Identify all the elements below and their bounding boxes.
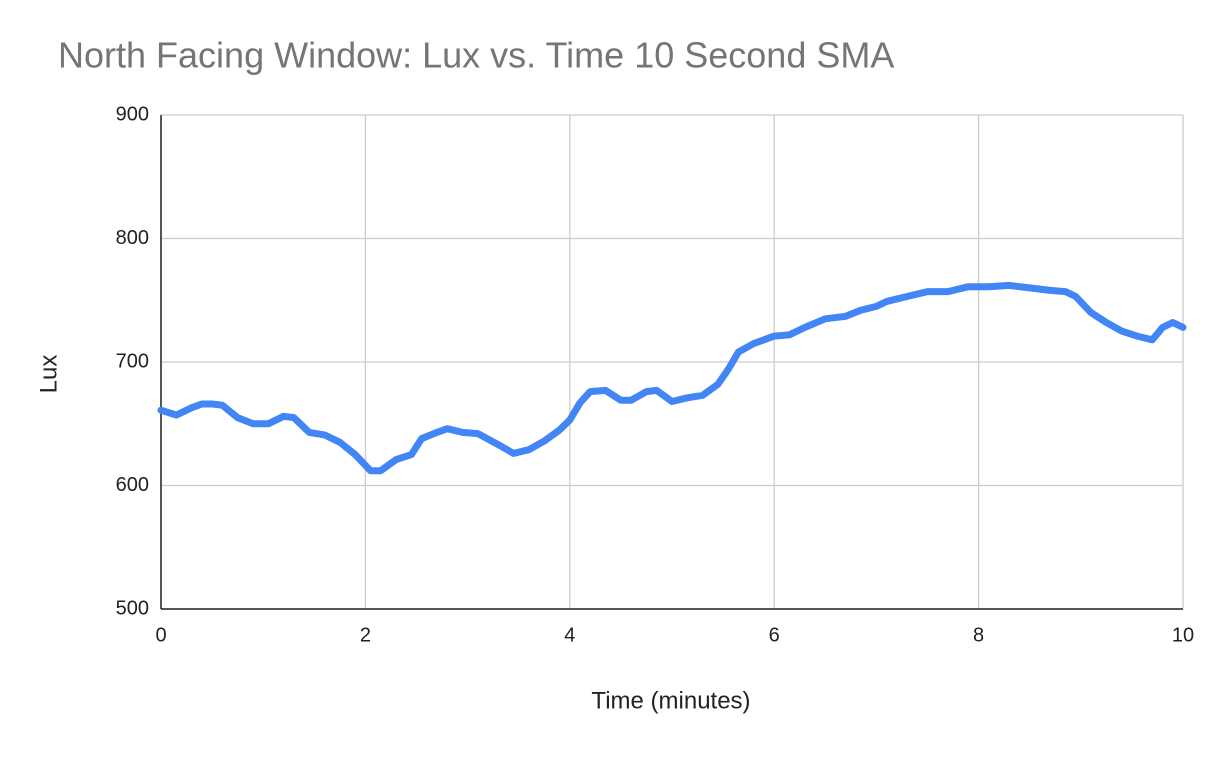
x-tick-label: 8 bbox=[973, 624, 984, 646]
x-tick-label: 0 bbox=[155, 624, 166, 646]
x-axis-label: Time (minutes) bbox=[591, 687, 750, 714]
chart-title: North Facing Window: Lux vs. Time 10 Sec… bbox=[58, 35, 894, 76]
x-tick-label: 2 bbox=[360, 624, 371, 646]
x-tick-label: 10 bbox=[1172, 624, 1194, 646]
y-axis-label: Lux bbox=[35, 355, 62, 394]
y-tick-label: 900 bbox=[116, 103, 149, 125]
y-tick-label: 800 bbox=[116, 227, 149, 249]
y-tick-label: 500 bbox=[116, 597, 149, 619]
x-tick-label: 6 bbox=[769, 624, 780, 646]
data-line bbox=[157, 281, 1187, 475]
y-tick-label: 700 bbox=[116, 350, 149, 372]
y-tick-label: 600 bbox=[116, 474, 149, 496]
x-tick-label: 4 bbox=[564, 624, 575, 646]
